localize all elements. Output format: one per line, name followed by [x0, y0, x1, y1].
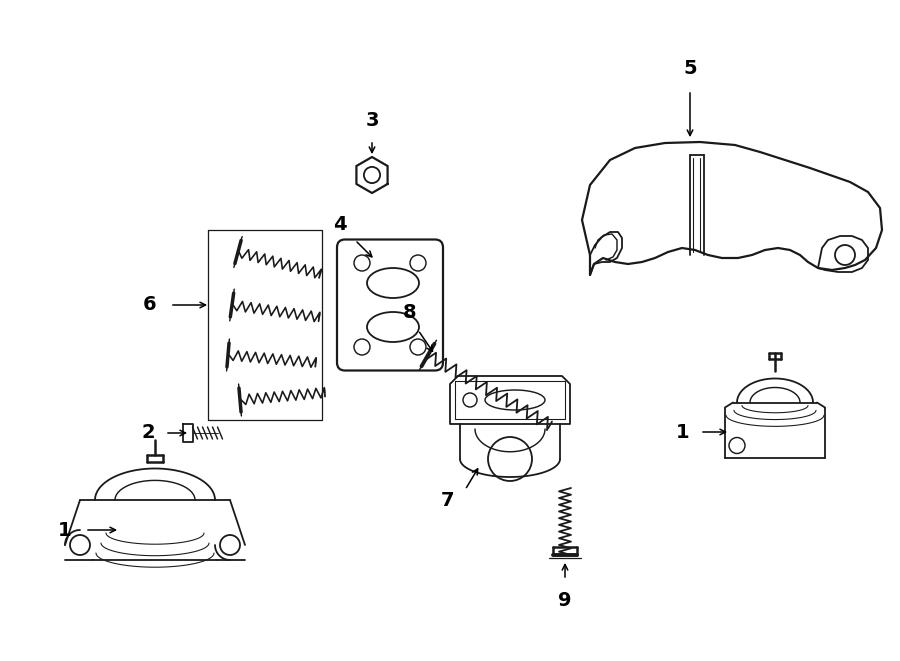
Text: 5: 5	[683, 59, 697, 77]
Text: 2: 2	[141, 424, 155, 442]
Text: 8: 8	[403, 303, 417, 321]
Text: 1: 1	[58, 520, 72, 539]
Text: 4: 4	[333, 215, 346, 235]
Text: 9: 9	[558, 590, 572, 609]
Text: 7: 7	[441, 490, 454, 510]
Text: 6: 6	[143, 295, 157, 315]
Text: 1: 1	[676, 422, 689, 442]
Text: 3: 3	[365, 110, 379, 130]
